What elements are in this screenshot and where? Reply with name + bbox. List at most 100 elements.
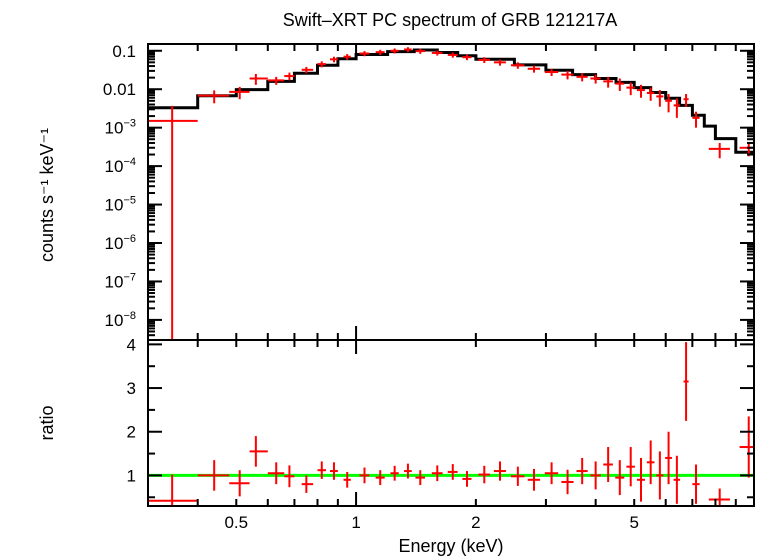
ratio-data-point	[462, 471, 472, 487]
spectrum-data-point	[708, 142, 730, 159]
ratio-data-point	[636, 457, 645, 502]
spectrum-data-point	[229, 86, 250, 100]
ratio-data-point	[615, 460, 625, 496]
ratio-data-point	[576, 457, 588, 485]
ratio-data-point	[493, 461, 506, 481]
ratio-data-point	[527, 468, 541, 491]
spectrum-ticks	[147, 44, 755, 341]
spectrum-data-point	[626, 82, 635, 96]
ratio-data-point	[343, 471, 351, 488]
chart-title: Swift–XRT PC spectrum of GRB 121217A	[283, 10, 618, 30]
spectrum-data-point	[590, 74, 601, 84]
spectrum-data-point	[603, 76, 613, 88]
y-tick-label: 10−4	[105, 156, 136, 176]
spectrum-data-point	[447, 52, 458, 58]
spectrum-data-point	[636, 84, 645, 98]
y-tick-label: 2	[127, 423, 136, 442]
ratio-data-point	[317, 461, 326, 479]
energy-x-axis-label: Energy (keV)	[398, 536, 503, 556]
spectrum-data-point	[493, 59, 506, 66]
ratio-y-axis-label: ratio	[37, 405, 57, 440]
y-tick-label: 4	[127, 335, 136, 354]
ratio-data-point	[301, 475, 314, 493]
spectrum-data-point	[330, 56, 338, 63]
y-tick-label: 10−8	[105, 310, 136, 330]
ratio-data-point	[284, 465, 295, 488]
spectrum-data-point	[148, 105, 198, 340]
spectrum-data-point	[673, 98, 681, 118]
spectrum-data-point	[576, 73, 588, 82]
spectrum-data-point	[683, 94, 689, 107]
x-tick-label: 1	[351, 513, 360, 532]
spectrum-data-point	[478, 57, 490, 64]
ratio-plot-frame	[147, 339, 755, 507]
ratio-data-point	[656, 451, 664, 500]
x-tick-label: 5	[629, 513, 638, 532]
spectrum-data-point	[431, 50, 443, 56]
spectrum-y-tick-labels: 0.1 0.01 10−3 10−4 10−5 10−6 10−7 10−8	[103, 42, 136, 330]
ratio-data-point	[510, 466, 525, 486]
ratio-data-point	[692, 464, 700, 504]
ratio-data-point	[478, 465, 490, 484]
ratio-data-point	[544, 462, 559, 485]
spectrum-data-point	[527, 65, 541, 73]
ratio-data-point	[447, 464, 458, 480]
spectrum-data-point	[462, 54, 472, 61]
ratio-data-point	[683, 342, 689, 421]
spectrum-data-point	[544, 68, 559, 77]
ratio-data-point	[197, 460, 230, 491]
ratio-data-point	[375, 470, 385, 486]
ratio-data-point	[390, 465, 399, 481]
spectrum-data-point	[359, 51, 370, 57]
ratio-data-point	[665, 431, 672, 485]
y-tick-label: 1	[127, 466, 136, 485]
spectrum-data-point	[343, 54, 351, 60]
ratio-data-point	[229, 470, 250, 497]
model-curve-layer	[148, 48, 754, 154]
ratio-data-point	[359, 467, 370, 484]
y-tick-label: 3	[127, 379, 136, 398]
energy-x-tick-labels: 0.5 1 2 5	[224, 513, 638, 532]
ratio-data-point	[646, 440, 655, 485]
ratio-data-point	[603, 447, 613, 482]
spectrum-data-point	[646, 87, 655, 101]
ratio-data-point	[739, 416, 754, 478]
spectrum-data-point	[692, 111, 700, 128]
spectrum-panel: 0.1 0.01 10−3 10−4 10−5 10−6 10−7 10−8 counts s…	[37, 42, 755, 341]
model-curve	[148, 48, 754, 154]
ratio-data-point	[561, 469, 574, 495]
ratio-data-layer	[148, 342, 754, 506]
y-tick-label: 10−5	[105, 195, 136, 215]
spectrum-data-point	[656, 90, 664, 107]
ratio-data-point	[708, 488, 730, 506]
spectrum-data-point	[615, 78, 625, 91]
y-tick-label: 10−7	[105, 271, 136, 291]
ratio-data-point	[590, 461, 601, 490]
y-tick-label: 0.01	[103, 80, 136, 99]
ratio-data-point	[673, 455, 681, 504]
ratio-y-tick-labels: 1 2 3 4	[127, 335, 136, 485]
spectrum-data-point	[510, 62, 525, 69]
ratio-data-point	[415, 470, 425, 486]
spectrum-data-point	[284, 72, 295, 81]
ratio-data-point	[330, 462, 338, 480]
y-tick-label: 0.1	[112, 42, 136, 61]
ratio-panel: 1 2 3 4 0.5 1 2 5 ratio Energy (keV)	[37, 335, 755, 556]
ratio-data-point	[431, 465, 443, 482]
spectrum-data-point	[375, 49, 385, 55]
spectrum-data-point	[390, 48, 399, 54]
x-tick-label: 2	[471, 513, 480, 532]
spectrum-data-point	[197, 90, 230, 104]
spectrum-data-point	[267, 76, 285, 85]
ratio-data-point	[626, 447, 635, 487]
x-tick-label: 0.5	[224, 513, 248, 532]
y-tick-label: 10−6	[105, 233, 136, 253]
spectrum-data-point	[249, 73, 268, 85]
ratio-data-point	[148, 474, 198, 506]
y-tick-label: 10−3	[105, 118, 136, 138]
spectrum-data-point	[301, 66, 314, 74]
spectrum-data-point	[665, 94, 672, 113]
ratio-data-point	[249, 436, 268, 467]
spectrum-data-point	[561, 70, 574, 80]
